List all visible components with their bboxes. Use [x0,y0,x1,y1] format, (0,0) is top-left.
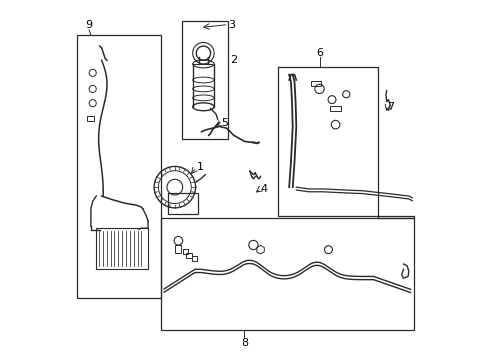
Text: 4: 4 [260,184,267,194]
Text: 1: 1 [196,162,203,172]
Bar [167,193,198,214]
Text: 5: 5 [221,118,228,128]
Text: 8: 8 [241,338,247,347]
Bar [182,21,228,139]
Text: 2: 2 [230,55,237,65]
Text: 9: 9 [85,19,93,30]
Text: 6: 6 [315,48,323,58]
Bar [160,217,413,330]
Bar [87,116,94,121]
Text: 7: 7 [386,102,394,112]
Bar [329,106,340,111]
Bar [77,35,160,298]
Bar [310,81,321,86]
Bar [186,253,192,257]
Bar [183,249,188,253]
Bar [191,256,197,261]
Text: 3: 3 [228,19,235,30]
Bar [96,228,148,269]
Bar [175,246,181,253]
